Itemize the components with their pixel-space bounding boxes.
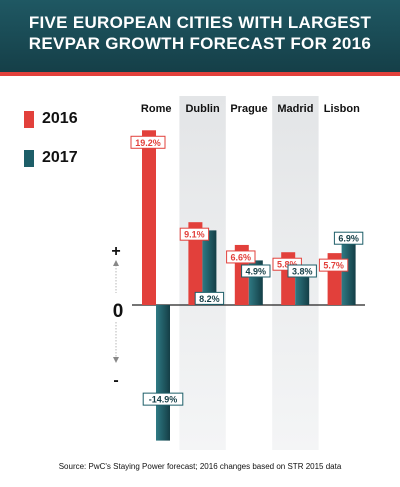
data-label-box xyxy=(179,227,210,241)
category-label-lisbon: Lisbon xyxy=(324,103,360,115)
bar-madrid-2017 xyxy=(295,270,310,305)
zero-label: 0 xyxy=(113,301,124,322)
title-line-1: FIVE EUROPEAN CITIES WITH LARGEST xyxy=(28,13,372,32)
bar-dublin-2017 xyxy=(202,230,217,305)
data-label-text: 3.8% xyxy=(292,267,313,277)
data-label-text: 5.8% xyxy=(277,260,298,270)
data-label-text: 6.9% xyxy=(338,234,359,244)
data-label-text: 6.6% xyxy=(231,252,252,262)
data-label-dublin-2016: 9.1% xyxy=(179,227,210,241)
data-label-text: 5.7% xyxy=(323,261,344,271)
data-label-box xyxy=(241,264,271,278)
data-label-prague-2017: 4.9% xyxy=(241,264,271,278)
legend-swatch-2017 xyxy=(24,150,34,167)
legend-label-2017: 2017 xyxy=(42,149,78,166)
data-label-box xyxy=(142,392,184,406)
data-label-dublin-2017: 8.2% xyxy=(194,291,225,305)
plus-sign: + xyxy=(111,243,120,260)
up-arrow-icon xyxy=(113,260,119,266)
legend-swatch-2016 xyxy=(24,111,34,128)
category-label-madrid: Madrid xyxy=(277,103,313,115)
data-label-rome-2016: 19.2% xyxy=(130,135,166,149)
data-label-text: 8.2% xyxy=(199,294,220,304)
data-label-text: 9.1% xyxy=(184,230,205,240)
category-label-rome: Rome xyxy=(141,103,172,115)
data-label-box xyxy=(287,264,317,278)
minus-sign: - xyxy=(113,372,118,389)
data-label-box xyxy=(194,291,225,305)
category-label-dublin: Dublin xyxy=(185,103,219,115)
bar-rome-2016 xyxy=(142,130,156,305)
header-divider xyxy=(0,72,400,76)
data-label-text: -14.9% xyxy=(149,395,178,405)
title-line-2: REVPAR GROWTH FORECAST FOR 2016 xyxy=(28,34,372,53)
data-label-text: 4.9% xyxy=(246,267,267,277)
bar-lisbon-2017 xyxy=(341,242,356,305)
data-label-box xyxy=(226,250,256,264)
down-arrow-icon xyxy=(113,357,119,363)
bar-rome-2017 xyxy=(156,305,170,441)
data-label-lisbon-2017: 6.9% xyxy=(333,231,364,245)
source-note: Source: PwC's Staying Power forecast; 20… xyxy=(58,462,342,471)
header-banner: FIVE EUROPEAN CITIES WITH LARGEST REVPAR… xyxy=(0,0,400,72)
data-label-text: 19.2% xyxy=(135,138,161,148)
data-label-rome-2017: -14.9% xyxy=(142,392,184,406)
category-label-prague: Prague xyxy=(230,103,267,115)
data-label-box xyxy=(318,258,349,272)
legend-label-2016: 2016 xyxy=(42,110,78,127)
data-label-lisbon-2016: 5.7% xyxy=(318,258,349,272)
bar-dublin-2016 xyxy=(188,222,203,305)
data-label-prague-2016: 6.6% xyxy=(226,250,256,264)
data-label-box xyxy=(333,231,364,245)
data-label-madrid-2017: 3.8% xyxy=(287,264,317,278)
data-label-box xyxy=(130,135,166,149)
